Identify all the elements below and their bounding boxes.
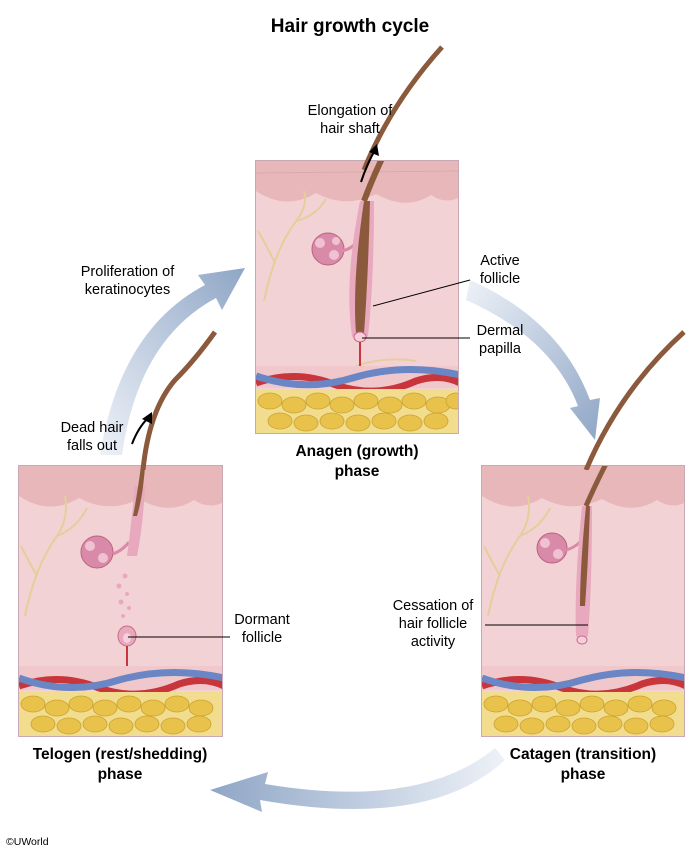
active-follicle-label: Active follicle (479, 253, 521, 287)
catagen-panel (481, 465, 685, 737)
anagen-panel (255, 160, 459, 434)
telogen-falling-hair (140, 330, 218, 470)
anagen-hair-shaft (361, 45, 444, 170)
catagen-hair-shaft (583, 330, 686, 470)
elongation-arrow-icon (360, 144, 379, 183)
phase-telogen: Telogen (rest/shedding) phase (32, 746, 208, 783)
telogen-skin-illustration (19, 466, 222, 736)
telogen-panel (18, 465, 223, 737)
falls-out-arrow-icon (131, 412, 152, 445)
dead-hair-label: Dead hair falls out (60, 420, 124, 454)
phase-anagen: Anagen (growth) phase (295, 443, 419, 480)
elongation-label: Elongation of hair shaft (307, 103, 393, 137)
cessation-label: Cessation of hair follicle activity (392, 598, 474, 650)
anagen-skin-illustration (256, 161, 458, 433)
phase-catagen: Catagen (transition) phase (509, 746, 657, 783)
proliferation-label: Proliferation of keratinocytes (80, 264, 175, 298)
arrow-catagen-to-telogen (210, 748, 505, 812)
arrow-telogen-to-anagen (100, 268, 245, 455)
dormant-follicle-label: Dormant follicle (234, 612, 290, 646)
page-title: Hair growth cycle (270, 16, 430, 37)
catagen-skin-illustration (482, 466, 684, 736)
dermal-papilla-label: Dermal papilla (476, 323, 524, 357)
arrow-anagen-to-catagen (466, 280, 600, 440)
copyright-text: ©UWorld (6, 836, 49, 848)
